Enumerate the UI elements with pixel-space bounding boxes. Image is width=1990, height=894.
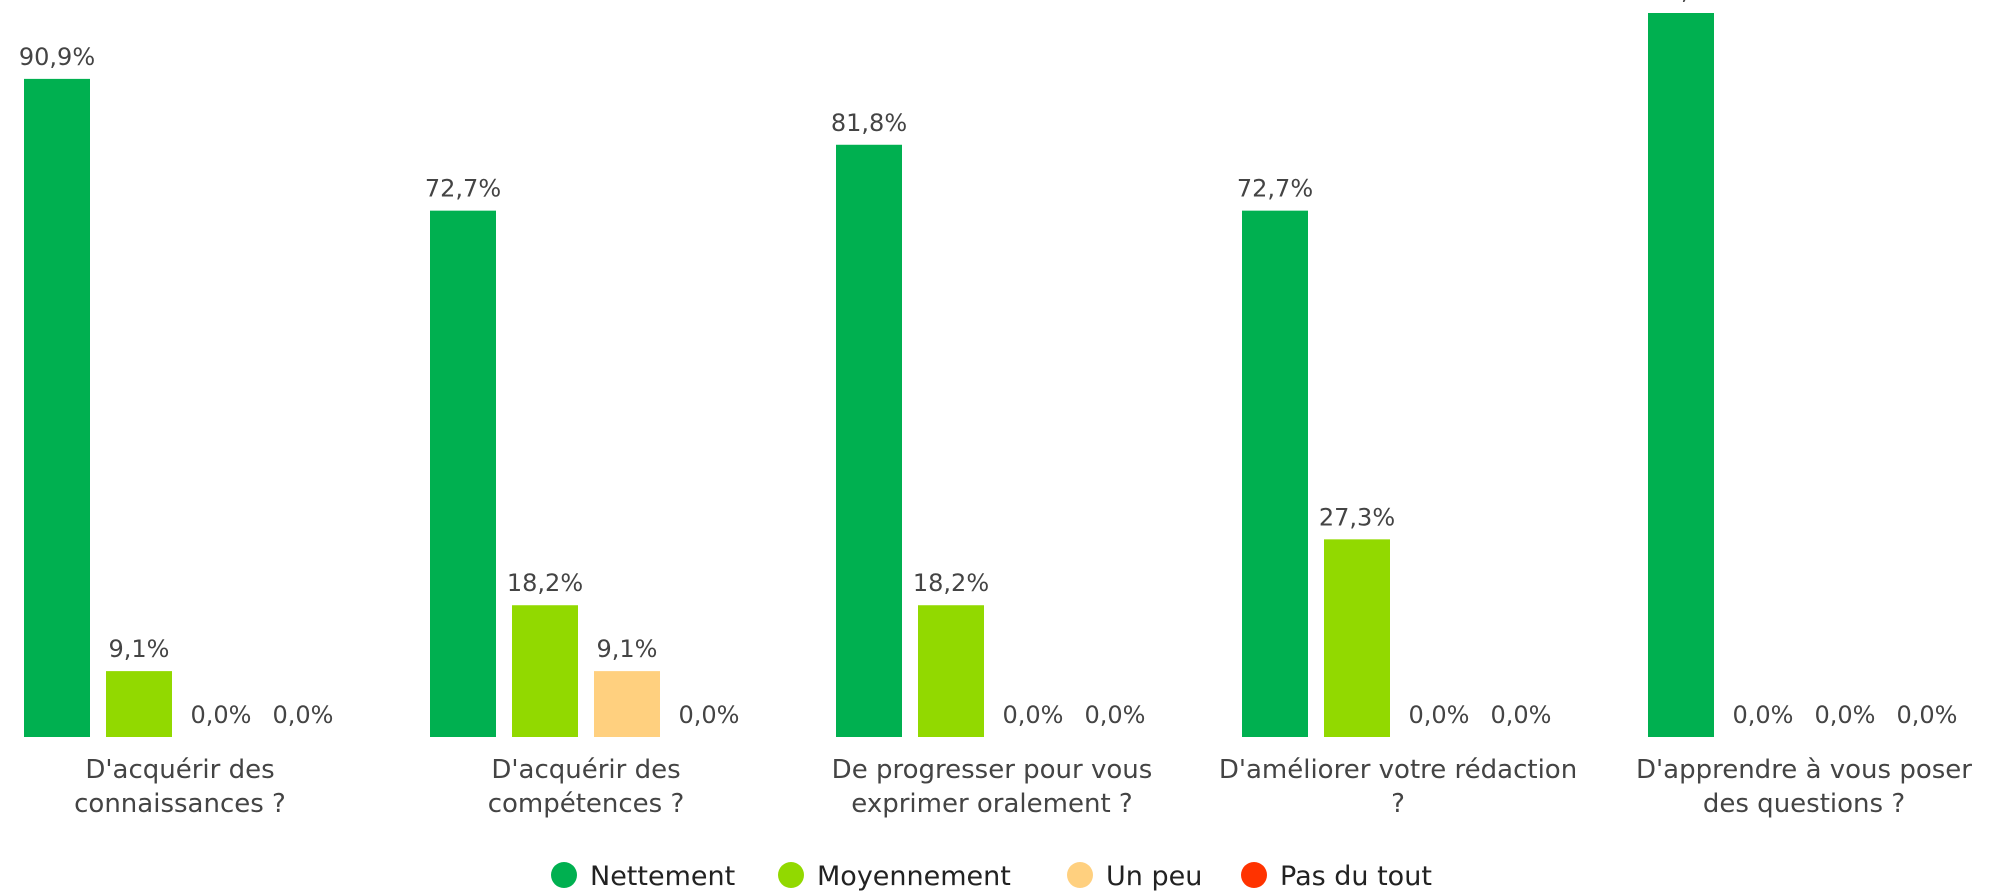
bar-1-nettement <box>24 78 90 737</box>
value-labels-group: 90,9% 9,1% 0,0% 0,0% 72,7% 18,2% 9,1% 0,0% 81,8%… <box>19 0 1958 729</box>
category-label-line: connaissances ? <box>74 789 286 819</box>
value-label: 72,7% <box>425 175 501 203</box>
value-label: 18,2% <box>913 569 989 597</box>
category-label-line: des questions ? <box>1703 789 1905 819</box>
value-label: 27,3% <box>1319 503 1395 531</box>
bar-4-nettement <box>1242 210 1308 738</box>
category-label-line: D'apprendre à vous poser <box>1636 755 1972 785</box>
category-label-line: ? <box>1391 789 1405 819</box>
value-label: 0,0% <box>1085 701 1146 729</box>
legend-label: Pas du tout <box>1280 861 1432 892</box>
legend-marker <box>551 862 577 888</box>
category-label: D'améliorer votre rédaction? <box>1219 755 1577 819</box>
category-label: D'acquérir des connaissances ? <box>74 755 286 819</box>
category-label-line: D'acquérir des <box>491 755 680 785</box>
category-label-line: compétences ? <box>488 789 685 819</box>
bar-3-nettement <box>836 144 902 737</box>
bar-5-nettement <box>1648 13 1714 737</box>
value-label: 9,1% <box>109 635 170 663</box>
value-label: 0,0% <box>1815 701 1876 729</box>
category-label-line: D'acquérir des <box>85 755 274 785</box>
bar-2-nettement <box>430 210 496 738</box>
value-label: 100,0% <box>1635 0 1727 5</box>
legend: Nettement Moyennement Un peu Pas du tout <box>551 861 1432 892</box>
bar-3-moyennement <box>918 605 984 737</box>
value-label: 0,0% <box>1897 701 1958 729</box>
category-label: D'apprendre à vous poser des questions ? <box>1636 755 1972 819</box>
value-label: 0,0% <box>1491 701 1552 729</box>
category-label: De progresser pour vous exprimer oralemen… <box>832 755 1153 819</box>
bars-group <box>24 13 1714 738</box>
value-label: 72,7% <box>1237 175 1313 203</box>
category-label-line: De progresser pour vous <box>832 755 1153 785</box>
legend-marker <box>778 862 804 888</box>
value-label: 0,0% <box>191 701 252 729</box>
value-label: 9,1% <box>597 635 658 663</box>
value-label: 0,0% <box>1409 701 1470 729</box>
legend-label: Nettement <box>590 861 735 892</box>
legend-label: Un peu <box>1106 861 1202 892</box>
value-label: 18,2% <box>507 569 583 597</box>
category-label-line: D'améliorer votre rédaction <box>1219 755 1577 785</box>
value-label: 0,0% <box>1003 701 1064 729</box>
bar-2-moyennement <box>512 605 578 737</box>
legend-marker <box>1067 862 1093 888</box>
bar-2-un-peu <box>594 671 660 737</box>
value-label: 0,0% <box>273 701 334 729</box>
category-label: D'acquérir des compétences ? <box>488 755 685 819</box>
value-label: 0,0% <box>679 701 740 729</box>
category-label-line: exprimer oralement ? <box>851 789 1132 819</box>
value-label: 90,9% <box>19 43 95 71</box>
category-labels-group: D'acquérir des connaissances ?D'acquérir … <box>74 755 1972 819</box>
value-label: 81,8% <box>831 109 907 137</box>
bar-4-moyennement <box>1324 539 1390 737</box>
legend-marker <box>1241 862 1267 888</box>
bar-1-moyennement <box>106 671 172 737</box>
value-label: 0,0% <box>1733 701 1794 729</box>
legend-label: Moyennement <box>817 861 1011 892</box>
